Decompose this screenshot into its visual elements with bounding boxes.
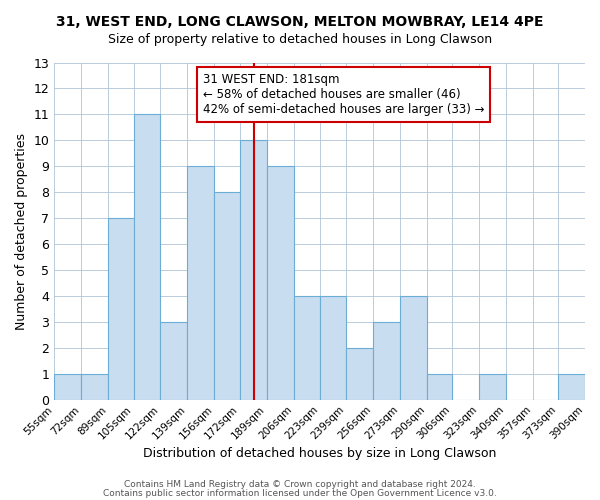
Bar [214, 192, 239, 400]
Bar [266, 166, 293, 400]
Bar [239, 140, 266, 400]
Bar [346, 348, 373, 400]
Bar [108, 218, 134, 400]
Bar [558, 374, 585, 400]
Bar [293, 296, 320, 400]
Text: 31, WEST END, LONG CLAWSON, MELTON MOWBRAY, LE14 4PE: 31, WEST END, LONG CLAWSON, MELTON MOWBR… [56, 15, 544, 29]
Text: Size of property relative to detached houses in Long Clawson: Size of property relative to detached ho… [108, 32, 492, 46]
Text: Contains public sector information licensed under the Open Government Licence v3: Contains public sector information licen… [103, 488, 497, 498]
X-axis label: Distribution of detached houses by size in Long Clawson: Distribution of detached houses by size … [143, 447, 496, 460]
Bar [160, 322, 187, 400]
Bar [81, 374, 108, 400]
Bar [479, 374, 506, 400]
Bar [373, 322, 400, 400]
Bar [187, 166, 214, 400]
Bar [320, 296, 346, 400]
Text: Contains HM Land Registry data © Crown copyright and database right 2024.: Contains HM Land Registry data © Crown c… [124, 480, 476, 489]
Bar [427, 374, 452, 400]
Y-axis label: Number of detached properties: Number of detached properties [15, 132, 28, 330]
Text: 31 WEST END: 181sqm
← 58% of detached houses are smaller (46)
42% of semi-detach: 31 WEST END: 181sqm ← 58% of detached ho… [203, 72, 484, 116]
Bar [134, 114, 160, 400]
Bar [54, 374, 81, 400]
Bar [400, 296, 427, 400]
